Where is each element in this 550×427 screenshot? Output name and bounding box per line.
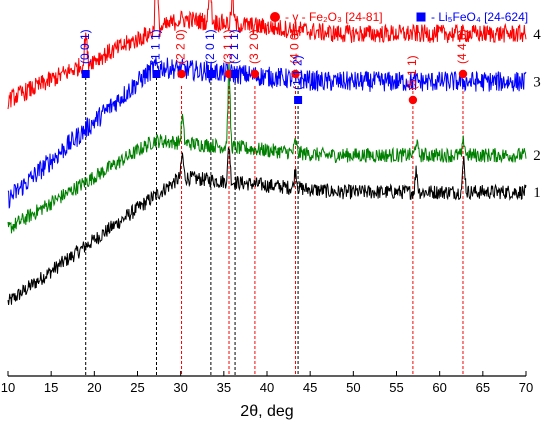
- hkl-label-4: (3 1 1): [221, 29, 235, 64]
- reference-lines: [85, 72, 464, 376]
- x-tick-label-4: 30: [173, 380, 187, 395]
- series-3-label: 3: [533, 75, 541, 91]
- peak-markers: (0 0 1) (1 1 1) (2 2 0) (2 0 1) (3 1 1)(2 1 …: [78, 29, 469, 105]
- li5feo4-marker-8: [294, 96, 303, 104]
- legend-text-1: - Li₅FeO₄ [24-624]: [431, 10, 528, 24]
- series-1-line: [7, 147, 527, 305]
- series-4-line: [7, 0, 527, 110]
- hkl-label-3: (2 0 1): [203, 29, 217, 64]
- li5feo4-marker-5: [231, 70, 240, 78]
- x-tick-label-8: 50: [346, 380, 360, 395]
- hkl-label-6: (3 2 0): [247, 29, 261, 64]
- x-tick-label-11: 65: [476, 380, 490, 395]
- hkl-label-10: (4 4 0): [455, 29, 469, 64]
- legend: - γ - Fe₂O₃ [24-81] - Li₅FeO₄ [24-624]: [270, 10, 528, 24]
- hkl-label-8: (1 1 2): [290, 55, 304, 90]
- hkl-label-7: (4 0 0): [288, 29, 302, 64]
- legend-marker-0: [270, 12, 280, 22]
- x-tick-label-9: 55: [389, 380, 403, 395]
- li5feo4-marker-1: [152, 70, 161, 78]
- x-tick-label-1: 15: [44, 380, 58, 395]
- legend-marker-1: [416, 12, 426, 22]
- x-tick-label-0: 10: [1, 380, 15, 395]
- x-tick-label-10: 60: [432, 380, 446, 395]
- x-tick-label-6: 40: [260, 380, 274, 395]
- series-4-label: 4: [533, 27, 541, 43]
- x-axis: 10 15 20 25 30 35 40 45 50 55 60 65 70: [1, 371, 533, 395]
- hkl-label-0: (0 0 1): [78, 29, 92, 64]
- legend-text-0: - γ - Fe₂O₃ [24-81]: [285, 10, 383, 24]
- series-1-label: 1: [533, 185, 541, 201]
- x-tick-label-7: 45: [303, 380, 317, 395]
- x-tick-label-5: 35: [217, 380, 231, 395]
- fe2o3-marker-9: [408, 95, 418, 105]
- x-tick-label-3: 25: [130, 380, 144, 395]
- fe2o3-marker-10: [458, 69, 468, 79]
- series-2-line: [7, 62, 527, 234]
- hkl-label-1: (1 1 1): [149, 29, 163, 64]
- x-tick-label-2: 20: [87, 380, 101, 395]
- fe2o3-marker-2: [177, 69, 186, 79]
- series-2-label: 2: [533, 148, 541, 164]
- series-3-line: [7, 56, 527, 209]
- x-tick-label-12: 70: [519, 380, 533, 395]
- li5feo4-marker-3: [206, 70, 215, 78]
- hkl-label-9: (5 1 1): [405, 55, 419, 90]
- fe2o3-marker-6: [250, 69, 260, 79]
- series-layer: 1 2 3 4: [7, 0, 541, 305]
- x-axis-title: 2θ, deg: [240, 403, 293, 420]
- hkl-label-2: (2 2 0): [174, 29, 188, 64]
- fe2o3-marker-7: [291, 69, 300, 79]
- li5feo4-marker-0: [81, 70, 90, 78]
- hkl-label-5: (2 1 1): [227, 29, 241, 64]
